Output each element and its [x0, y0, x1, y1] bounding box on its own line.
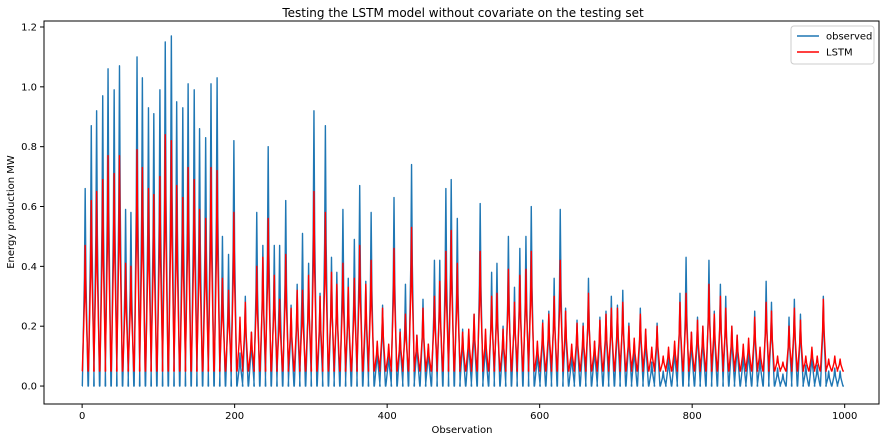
legend-label-observed: observed	[826, 32, 872, 43]
y-tick-label: 0.6	[21, 202, 37, 213]
series-line-observed	[81, 35, 844, 387]
y-tick-label: 0.8	[21, 142, 37, 153]
x-tick-label: 400	[378, 411, 397, 422]
chart-title: Testing the LSTM model without covariate…	[281, 6, 644, 20]
y-tick-label: 1.2	[21, 22, 37, 33]
series-line-lstm	[81, 134, 844, 372]
y-tick-label: 1.0	[21, 82, 37, 93]
plot-area	[43, 20, 880, 405]
x-tick-label: 800	[683, 411, 702, 422]
legend-label-lstm: LSTM	[826, 48, 853, 59]
series-layer	[81, 35, 844, 387]
x-tick-label: 0	[79, 411, 85, 422]
y-tick-label: 0.0	[21, 382, 37, 393]
y-tick-label: 0.2	[21, 322, 37, 333]
y-axis: 0.0 0.2 0.4 0.6 0.8 1.0 1.2	[21, 22, 44, 393]
x-tick-label: 600	[530, 411, 549, 422]
x-tick-label: 1000	[832, 411, 857, 422]
axes-frame	[43, 20, 880, 405]
x-axis: 0 200 400 600 800 1000	[79, 404, 857, 422]
x-axis-label: Observation	[432, 425, 493, 436]
legend: observed LSTM	[790, 25, 875, 65]
y-axis-label: Energy production MW	[6, 155, 17, 269]
y-tick-label: 0.4	[21, 262, 37, 273]
x-tick-label: 200	[225, 411, 244, 422]
